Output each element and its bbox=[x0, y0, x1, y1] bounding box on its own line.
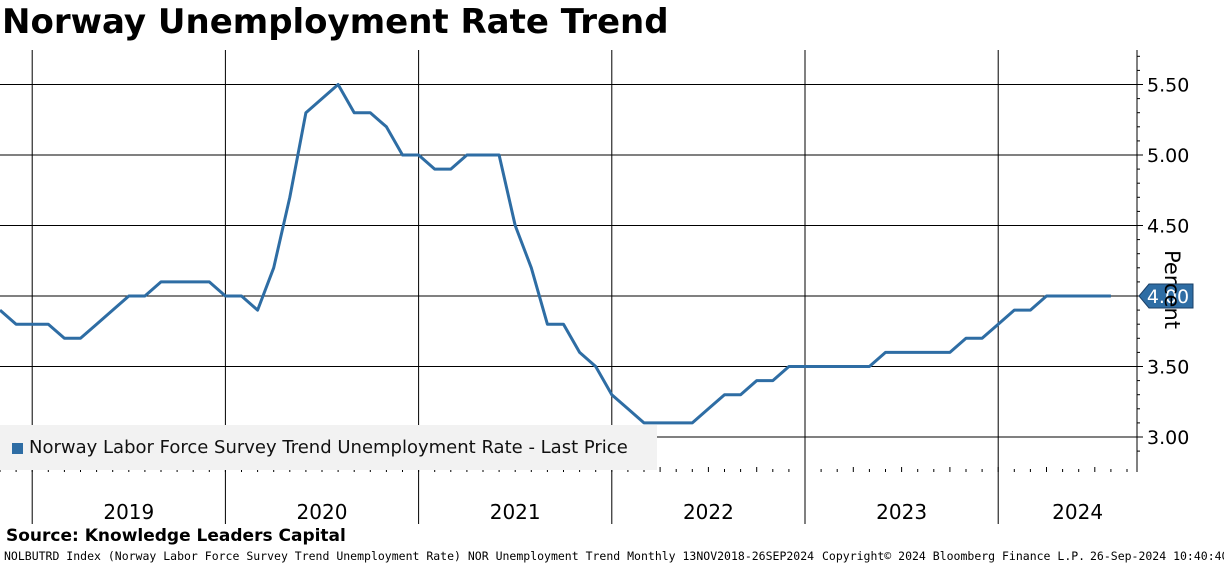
x-tick-label: 2022 bbox=[683, 500, 734, 524]
footer-timestamp: 26-Sep-2024 10:40:40 bbox=[1090, 549, 1224, 563]
legend: Norway Labor Force Survey Trend Unemploy… bbox=[0, 425, 657, 470]
y-tick-label: 4.50 bbox=[1147, 216, 1189, 238]
y-tick-label: 3.50 bbox=[1147, 357, 1189, 379]
axes bbox=[0, 50, 1143, 472]
y-tick-label: 5.50 bbox=[1147, 75, 1189, 97]
chart-title: Norway Unemployment Rate Trend bbox=[2, 2, 669, 42]
y-tick-label: 3.00 bbox=[1147, 427, 1189, 449]
x-tick-label: 2021 bbox=[490, 500, 541, 524]
x-tick-label: 2020 bbox=[297, 500, 348, 524]
x-tick-label: 2019 bbox=[103, 500, 154, 524]
last-value-badge bbox=[1138, 283, 1194, 309]
y-tick-label: 5.00 bbox=[1147, 145, 1189, 167]
footer-index-description: NOLBUTRD Index (Norway Labor Force Surve… bbox=[4, 549, 815, 563]
x-tick-label: 2023 bbox=[876, 500, 927, 524]
y-axis-label: Percent bbox=[1160, 250, 1184, 330]
series-group bbox=[0, 83, 1111, 425]
legend-swatch bbox=[12, 443, 23, 454]
legend-label: Norway Labor Force Survey Trend Unemploy… bbox=[29, 437, 628, 458]
footer-copyright: Copyright© 2024 Bloomberg Finance L.P. bbox=[822, 549, 1086, 563]
last-value-label: 4.00 bbox=[1147, 286, 1189, 308]
last-value-marker: 4.00 bbox=[1138, 283, 1194, 309]
series-line bbox=[0, 83, 1111, 425]
x-tick-labels: 2019 2020 2021 2022 2023 2024 bbox=[103, 500, 1103, 524]
source-note: Source: Knowledge Leaders Capital bbox=[6, 526, 346, 546]
x-tick-label: 2024 bbox=[1052, 500, 1103, 524]
